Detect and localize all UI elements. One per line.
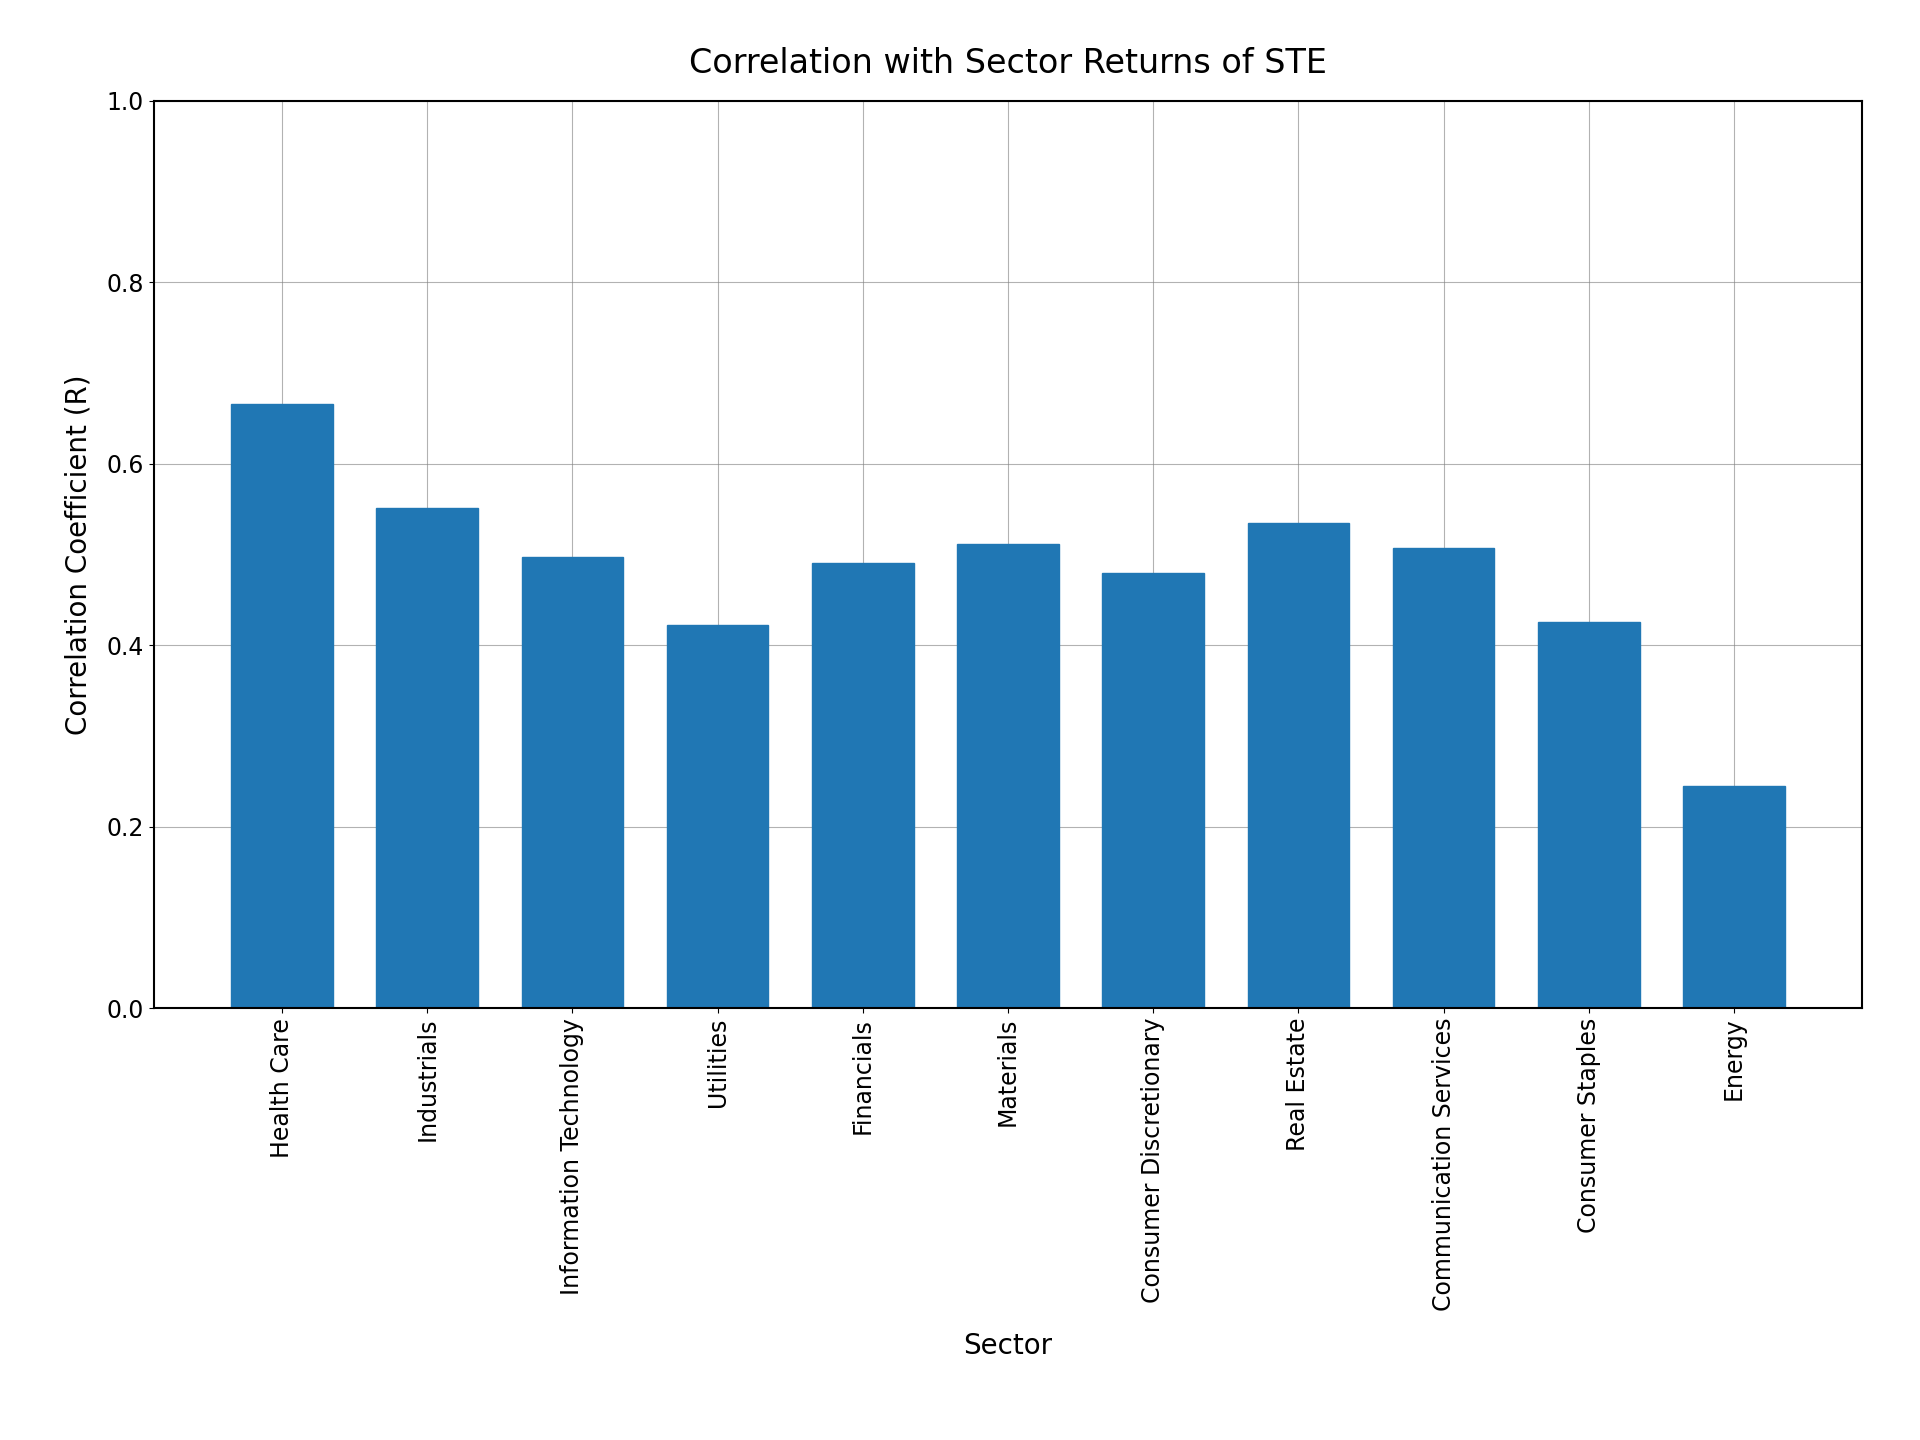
Title: Correlation with Sector Returns of STE: Correlation with Sector Returns of STE [689,48,1327,81]
Bar [666,625,768,1008]
Bar [376,508,478,1008]
Bar [1684,786,1786,1008]
Bar [1538,622,1640,1008]
Bar [958,544,1058,1008]
X-axis label: Sector: Sector [964,1332,1052,1359]
Bar [1102,573,1204,1008]
Bar [522,557,624,1008]
Bar [1248,523,1350,1008]
Y-axis label: Correlation Coefficient (R): Correlation Coefficient (R) [65,374,92,734]
Bar [812,563,914,1008]
Bar [230,403,332,1008]
Bar [1392,549,1494,1008]
